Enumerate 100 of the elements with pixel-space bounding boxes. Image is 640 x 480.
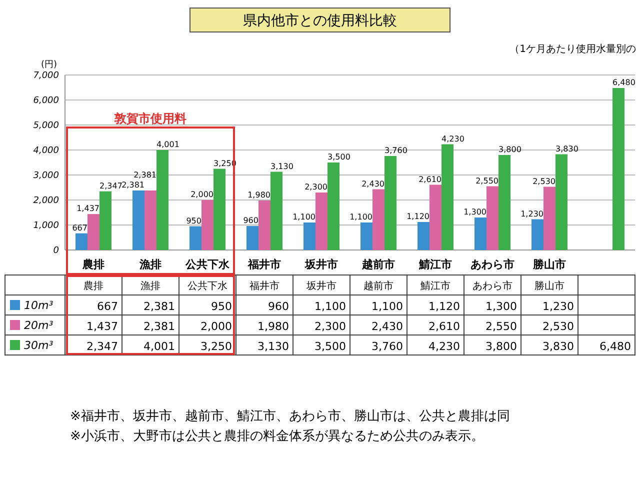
y-tick-label: 7,000 bbox=[33, 71, 60, 81]
text: 1,980 bbox=[248, 190, 270, 200]
data-label: 3,800 bbox=[486, 340, 517, 353]
bar bbox=[556, 154, 568, 250]
text: 2,381 bbox=[134, 170, 156, 180]
y-tick-label: 0 bbox=[53, 246, 60, 256]
text: 3,760 bbox=[384, 146, 408, 155]
data-label: 950 bbox=[211, 300, 232, 313]
data-label: 2,381 bbox=[144, 300, 175, 313]
bar bbox=[316, 192, 328, 250]
bar bbox=[532, 219, 544, 250]
text: 960 bbox=[243, 216, 258, 225]
bar bbox=[442, 144, 454, 250]
data-label: 1,100 bbox=[314, 300, 346, 313]
text: 1,437 bbox=[76, 204, 100, 214]
text: 2,381 bbox=[122, 180, 144, 190]
text: 2,550 bbox=[476, 176, 498, 186]
bar bbox=[418, 222, 430, 250]
text: 3,830 bbox=[556, 144, 578, 154]
text: 2,000 bbox=[190, 190, 214, 199]
text: 3,500 bbox=[328, 152, 350, 162]
bar bbox=[258, 200, 270, 250]
bar bbox=[76, 233, 88, 250]
data-label: 2,610 bbox=[428, 320, 460, 333]
data-label: 2,381 bbox=[144, 320, 175, 333]
text: 2,300 bbox=[304, 182, 328, 192]
data-label: 3,760 bbox=[372, 340, 403, 353]
bar bbox=[372, 189, 384, 250]
data-label: 4,001 bbox=[144, 340, 175, 353]
x-tick-label: 農排 bbox=[82, 258, 104, 271]
bar bbox=[474, 218, 486, 250]
text: 1,300 bbox=[464, 208, 486, 216]
bar bbox=[328, 162, 340, 250]
x-tick-label: 公共下水 bbox=[184, 258, 230, 271]
x-tick-label: 勝山市 bbox=[532, 258, 566, 271]
legend-label: 30m³ bbox=[24, 339, 54, 352]
data-label: 1,300 bbox=[486, 300, 517, 313]
bar bbox=[544, 186, 556, 250]
data-label: 2,300 bbox=[314, 320, 346, 333]
bar bbox=[214, 168, 226, 250]
category-label: 坂井市 bbox=[306, 281, 336, 292]
text: 3,800 bbox=[498, 145, 522, 154]
y-tick-label: 3,000 bbox=[33, 171, 60, 181]
y-tick-label: 5,000 bbox=[33, 121, 60, 131]
data-label: 1,437 bbox=[86, 320, 118, 333]
bar bbox=[612, 88, 624, 250]
bar bbox=[498, 155, 510, 250]
data-label: 960 bbox=[268, 300, 289, 313]
data-label: 3,500 bbox=[314, 340, 346, 353]
bar bbox=[246, 226, 258, 250]
text: 2,530 bbox=[532, 176, 556, 186]
y-tick-label: 2,000 bbox=[33, 196, 60, 206]
data-label: 1,100 bbox=[372, 300, 403, 313]
data-label: 2,000 bbox=[200, 320, 232, 333]
text: 6,480 bbox=[612, 78, 636, 87]
chart-subtitle: （1ケ月あたり使用水量別の bbox=[510, 43, 636, 55]
text: 950 bbox=[186, 216, 202, 226]
category-label: あわら市 bbox=[472, 281, 512, 292]
text: ※福井市、坂井市、越前市、鯖江市、あわら市、勝山市は、公共と農排は同 bbox=[70, 409, 510, 424]
bar bbox=[384, 156, 396, 250]
text: 2,610 bbox=[418, 174, 442, 184]
category-label: 勝山市 bbox=[534, 281, 564, 292]
data-label: 3,830 bbox=[542, 340, 574, 353]
text: 4,001 bbox=[156, 140, 180, 149]
text: 2,347 bbox=[100, 181, 122, 190]
annotation: 敦賀市使用料 bbox=[114, 112, 186, 126]
x-tick-label: 福井市 bbox=[247, 258, 281, 271]
chart-title: 県内他市との使用料比較 bbox=[243, 13, 397, 29]
legend-label: 20m³ bbox=[24, 319, 54, 332]
category-label: 福井市 bbox=[250, 281, 280, 292]
data-label: 1,230 bbox=[542, 300, 574, 313]
text: 1,230 bbox=[520, 209, 544, 218]
data-label: 1,980 bbox=[258, 320, 289, 333]
text: 1,100 bbox=[350, 212, 372, 222]
bar bbox=[270, 172, 282, 250]
bar bbox=[100, 191, 112, 250]
text: 1,100 bbox=[292, 212, 316, 222]
text: 3,130 bbox=[270, 162, 294, 171]
data-label: 6,480 bbox=[600, 340, 631, 353]
bar bbox=[486, 186, 498, 250]
text: 4,230 bbox=[442, 134, 464, 144]
bar bbox=[202, 200, 214, 250]
data-label: 1,120 bbox=[428, 300, 460, 313]
y-axis-title: (円) bbox=[40, 60, 57, 70]
data-label: 4,230 bbox=[428, 340, 460, 353]
data-label: 3,250 bbox=[200, 340, 232, 353]
legend-label: 10m³ bbox=[24, 299, 54, 312]
bar bbox=[190, 226, 202, 250]
category-label: 漁排 bbox=[140, 281, 160, 292]
bar bbox=[430, 184, 442, 250]
x-tick-label: あわら市 bbox=[470, 258, 514, 271]
category-label: 鯖江市 bbox=[420, 281, 450, 292]
data-label: 667 bbox=[97, 300, 118, 313]
category-label: 越前市 bbox=[364, 281, 394, 292]
x-tick-label: 坂井市 bbox=[304, 258, 338, 271]
y-tick-label: 1,000 bbox=[33, 221, 60, 231]
bar bbox=[88, 214, 100, 250]
bar bbox=[156, 150, 168, 250]
bar bbox=[144, 190, 156, 250]
text: 2,430 bbox=[362, 179, 384, 188]
